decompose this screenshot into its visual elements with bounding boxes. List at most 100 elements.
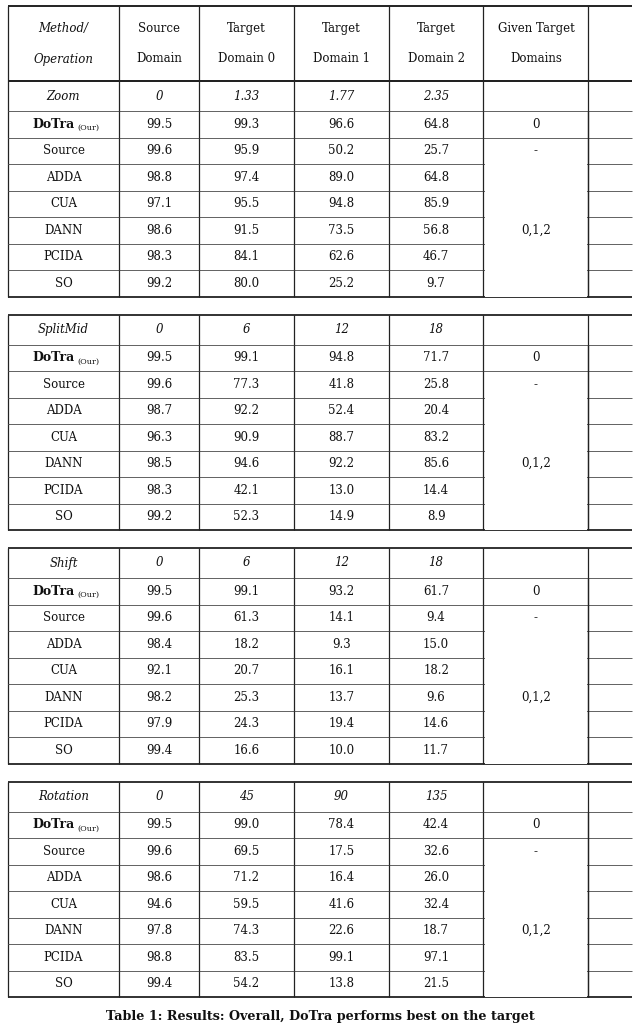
- Text: Zoom: Zoom: [47, 89, 80, 102]
- Text: Given Target: Given Target: [497, 22, 574, 34]
- Text: Domain 2: Domain 2: [408, 53, 465, 65]
- Text: (Our): (Our): [77, 591, 100, 599]
- Text: DANN: DANN: [44, 457, 83, 470]
- Text: 18.2: 18.2: [234, 638, 259, 651]
- Text: 62.6: 62.6: [328, 250, 355, 263]
- Text: 98.6: 98.6: [146, 224, 172, 237]
- Text: 0,1,2: 0,1,2: [521, 457, 551, 470]
- Text: 50.2: 50.2: [328, 144, 355, 157]
- Text: 77.3: 77.3: [233, 378, 259, 391]
- Text: 61.7: 61.7: [423, 585, 449, 598]
- Text: 14.4: 14.4: [423, 483, 449, 497]
- Text: (Our): (Our): [77, 358, 100, 365]
- Text: 0,1,2: 0,1,2: [521, 924, 551, 938]
- Text: PCIDA: PCIDA: [44, 717, 83, 731]
- Text: 99.1: 99.1: [328, 951, 355, 964]
- Text: DANN: DANN: [44, 224, 83, 237]
- Text: 21.5: 21.5: [423, 977, 449, 990]
- Bar: [485, 164, 587, 296]
- Text: -: -: [534, 144, 538, 157]
- Text: 20.4: 20.4: [423, 405, 449, 417]
- Text: 25.2: 25.2: [328, 276, 354, 290]
- Text: 96.3: 96.3: [146, 431, 172, 444]
- Text: 42.1: 42.1: [234, 483, 259, 497]
- Text: 85.6: 85.6: [423, 457, 449, 470]
- Text: 32.4: 32.4: [423, 897, 449, 911]
- Text: 92.2: 92.2: [328, 457, 354, 470]
- Text: 25.3: 25.3: [234, 690, 259, 704]
- Text: 98.3: 98.3: [146, 250, 172, 263]
- Text: 85.9: 85.9: [423, 198, 449, 210]
- Text: 22.6: 22.6: [328, 924, 354, 938]
- Text: 59.5: 59.5: [233, 897, 259, 911]
- Text: 99.6: 99.6: [146, 144, 172, 157]
- Text: 14.6: 14.6: [423, 717, 449, 731]
- Text: 1.33: 1.33: [233, 89, 259, 102]
- Text: 71.7: 71.7: [423, 351, 449, 364]
- Bar: [485, 864, 587, 997]
- Text: 98.3: 98.3: [146, 483, 172, 497]
- Text: 92.1: 92.1: [146, 664, 172, 677]
- Text: 18: 18: [429, 557, 444, 569]
- Text: 0,1,2: 0,1,2: [521, 224, 551, 237]
- Text: 94.6: 94.6: [146, 897, 172, 911]
- Text: 90: 90: [333, 790, 349, 803]
- Text: 1.77: 1.77: [328, 89, 355, 102]
- Text: 13.0: 13.0: [328, 483, 355, 497]
- Text: PCIDA: PCIDA: [44, 250, 83, 263]
- Text: Source: Source: [42, 845, 84, 858]
- Text: 25.7: 25.7: [423, 144, 449, 157]
- Text: 97.4: 97.4: [233, 171, 259, 184]
- Text: 95.5: 95.5: [233, 198, 259, 210]
- Text: 9.6: 9.6: [427, 690, 445, 704]
- Text: 64.8: 64.8: [423, 118, 449, 130]
- Text: 13.8: 13.8: [328, 977, 354, 990]
- Text: 99.1: 99.1: [234, 351, 259, 364]
- Text: 11.7: 11.7: [423, 744, 449, 757]
- Text: ADDA: ADDA: [45, 405, 81, 417]
- Text: 6: 6: [243, 557, 250, 569]
- Bar: [485, 631, 587, 764]
- Text: Method/: Method/: [38, 22, 88, 34]
- Text: 98.4: 98.4: [146, 638, 172, 651]
- Text: 97.1: 97.1: [423, 951, 449, 964]
- Text: 56.8: 56.8: [423, 224, 449, 237]
- Text: 6: 6: [243, 323, 250, 336]
- Text: DANN: DANN: [44, 924, 83, 938]
- Text: Domain 1: Domain 1: [313, 53, 370, 65]
- Text: 93.2: 93.2: [328, 585, 355, 598]
- Bar: [485, 397, 587, 530]
- Text: 52.3: 52.3: [234, 510, 259, 524]
- Text: SO: SO: [54, 276, 72, 290]
- Text: 25.8: 25.8: [423, 378, 449, 391]
- Text: 71.2: 71.2: [234, 871, 259, 884]
- Text: 18: 18: [429, 323, 444, 336]
- Text: CUA: CUA: [50, 198, 77, 210]
- Text: 78.4: 78.4: [328, 819, 355, 831]
- Text: 10.0: 10.0: [328, 744, 355, 757]
- Text: 8.9: 8.9: [427, 510, 445, 524]
- Text: 73.5: 73.5: [328, 224, 355, 237]
- Text: 94.6: 94.6: [233, 457, 259, 470]
- Text: 95.9: 95.9: [233, 144, 259, 157]
- Text: Target: Target: [227, 22, 266, 34]
- Text: 46.7: 46.7: [423, 250, 449, 263]
- Text: Shift: Shift: [49, 557, 78, 569]
- Text: CUA: CUA: [50, 664, 77, 677]
- Text: 18.2: 18.2: [423, 664, 449, 677]
- Text: 98.5: 98.5: [146, 457, 172, 470]
- Text: 98.6: 98.6: [146, 871, 172, 884]
- Text: 98.8: 98.8: [146, 951, 172, 964]
- Text: 0: 0: [156, 557, 163, 569]
- Text: 0: 0: [532, 819, 540, 831]
- Text: 0: 0: [156, 790, 163, 803]
- Text: -: -: [534, 612, 538, 624]
- Text: 0,1,2: 0,1,2: [521, 690, 551, 704]
- Text: 19.4: 19.4: [328, 717, 355, 731]
- Text: 16.4: 16.4: [328, 871, 355, 884]
- Text: 20.7: 20.7: [234, 664, 259, 677]
- Text: 97.1: 97.1: [146, 198, 172, 210]
- Text: 0,1,2: 0,1,2: [521, 224, 551, 237]
- Text: 42.4: 42.4: [423, 819, 449, 831]
- Text: SO: SO: [54, 977, 72, 990]
